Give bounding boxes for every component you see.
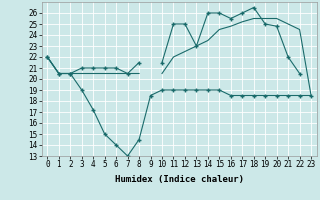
X-axis label: Humidex (Indice chaleur): Humidex (Indice chaleur) <box>115 175 244 184</box>
